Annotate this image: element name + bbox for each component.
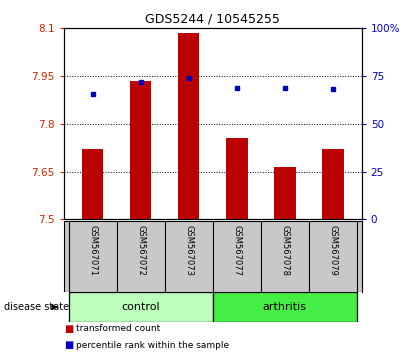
Bar	[82, 149, 103, 219]
FancyBboxPatch shape	[69, 292, 213, 322]
Text: GSM567071: GSM567071	[88, 225, 97, 276]
Text: GSM567078: GSM567078	[280, 225, 289, 276]
Text: disease state: disease state	[4, 302, 69, 312]
Bar	[130, 81, 151, 219]
FancyBboxPatch shape	[213, 292, 357, 322]
Bar	[178, 33, 199, 219]
Bar	[226, 138, 247, 219]
Text: GSM567077: GSM567077	[232, 225, 241, 276]
Bar	[322, 149, 344, 219]
Text: control: control	[121, 302, 160, 312]
Bar	[274, 167, 296, 219]
Text: ■: ■	[64, 324, 73, 333]
Text: percentile rank within the sample: percentile rank within the sample	[76, 341, 229, 350]
Text: arthritis: arthritis	[263, 302, 307, 312]
Text: transformed count: transformed count	[76, 324, 160, 333]
Text: ■: ■	[64, 340, 73, 350]
Text: GSM567072: GSM567072	[136, 225, 145, 276]
Text: GSM567079: GSM567079	[328, 225, 337, 276]
Title: GDS5244 / 10545255: GDS5244 / 10545255	[145, 13, 280, 26]
Text: GSM567073: GSM567073	[184, 225, 193, 276]
